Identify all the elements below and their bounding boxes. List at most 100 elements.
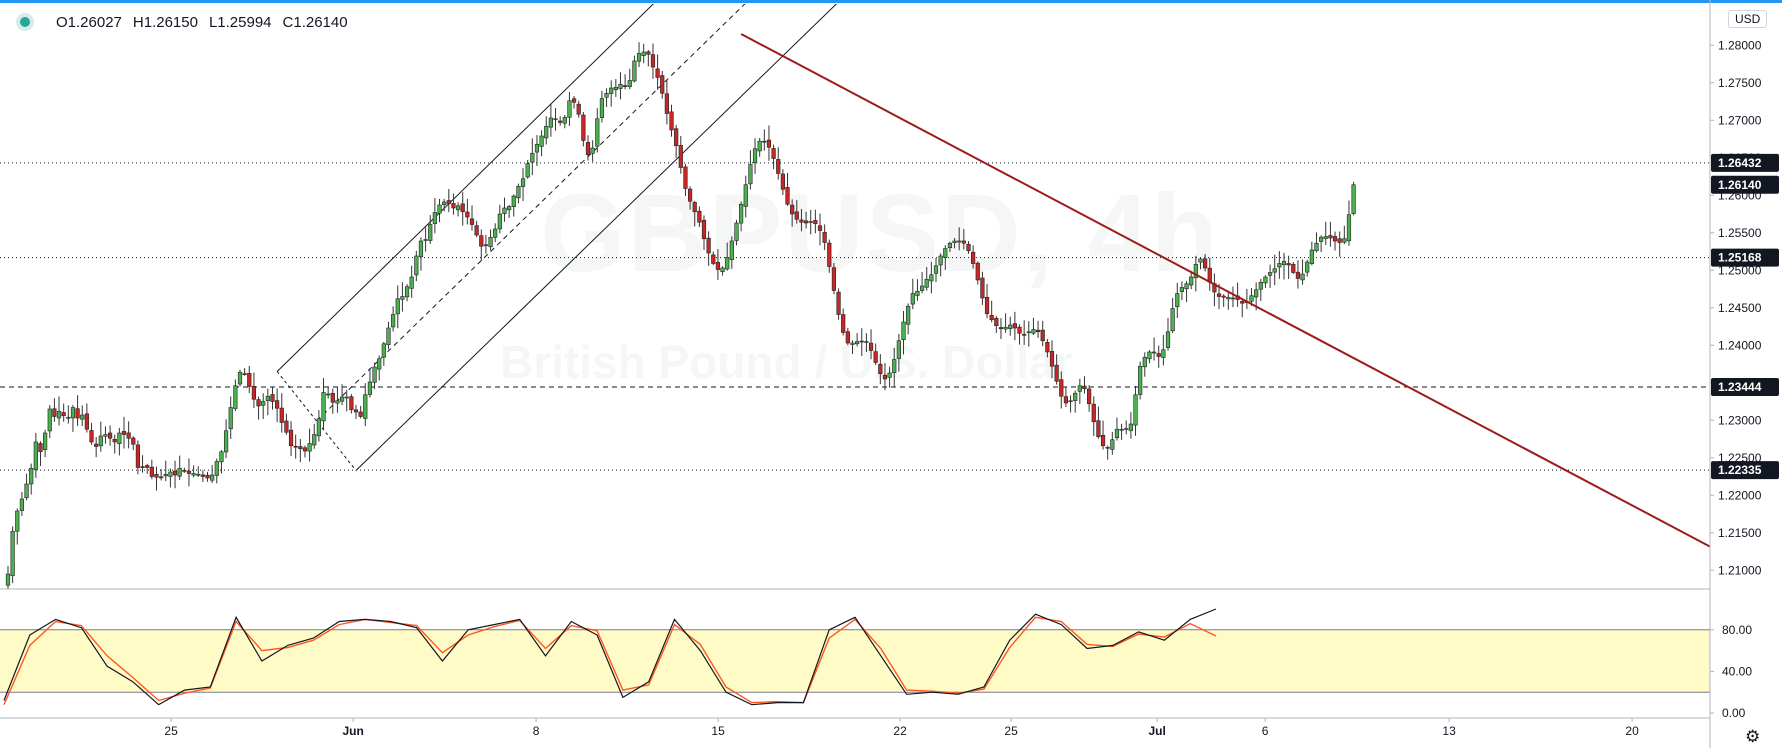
candle-body bbox=[270, 394, 275, 402]
candle bbox=[571, 96, 577, 109]
candle bbox=[270, 387, 275, 410]
candle-body bbox=[112, 439, 117, 443]
candle bbox=[813, 209, 818, 234]
time-tick-label: 22 bbox=[893, 724, 907, 738]
candle bbox=[618, 72, 623, 100]
candle-body bbox=[1189, 276, 1194, 286]
candle-body bbox=[808, 221, 813, 223]
candle bbox=[706, 231, 711, 266]
candle bbox=[372, 362, 377, 390]
candle bbox=[725, 242, 730, 271]
candle bbox=[33, 432, 38, 478]
candle bbox=[43, 429, 48, 458]
candle bbox=[107, 425, 113, 446]
candle bbox=[1156, 345, 1161, 368]
candle bbox=[771, 144, 776, 170]
candle bbox=[140, 455, 145, 473]
candle bbox=[1198, 257, 1203, 270]
candle bbox=[817, 213, 823, 246]
candle bbox=[966, 241, 971, 254]
candle bbox=[242, 368, 247, 376]
candle bbox=[544, 116, 549, 145]
candle bbox=[1175, 282, 1180, 319]
candle-body bbox=[971, 251, 976, 264]
candle-body bbox=[75, 408, 80, 419]
top-accent-bar bbox=[0, 0, 1782, 3]
candle-body bbox=[140, 466, 145, 468]
candle-body bbox=[56, 410, 62, 419]
candle-body bbox=[859, 340, 864, 343]
candle bbox=[349, 394, 354, 414]
candle-body bbox=[288, 429, 294, 447]
candle-body bbox=[595, 118, 600, 147]
time-tick-label: 13 bbox=[1442, 724, 1456, 738]
candle-body bbox=[386, 327, 391, 346]
candle bbox=[172, 460, 178, 489]
candle-body bbox=[455, 205, 461, 211]
candle-body bbox=[251, 386, 257, 400]
candle-body bbox=[275, 400, 280, 409]
candle bbox=[609, 80, 614, 107]
candle-body bbox=[1221, 295, 1226, 298]
candle bbox=[678, 135, 683, 174]
candle bbox=[762, 129, 767, 151]
candle-body bbox=[975, 262, 980, 281]
candle-body bbox=[1346, 214, 1352, 242]
candle bbox=[520, 168, 526, 202]
candle bbox=[1119, 423, 1124, 440]
stochastic-tick-label: 0.00 bbox=[1722, 706, 1746, 720]
candle-body bbox=[233, 385, 238, 409]
candle-body bbox=[794, 211, 799, 220]
candle bbox=[1059, 371, 1064, 409]
candle-body bbox=[1054, 364, 1059, 382]
candle-body bbox=[548, 117, 553, 128]
candle-body bbox=[428, 224, 433, 241]
candle bbox=[363, 383, 368, 427]
candle-body bbox=[1151, 351, 1157, 354]
candle bbox=[1235, 282, 1240, 307]
candle-body bbox=[33, 441, 38, 471]
candle bbox=[720, 266, 725, 276]
candle-body bbox=[1035, 329, 1041, 333]
price-label: 1.22335 bbox=[1718, 463, 1762, 477]
candle bbox=[400, 282, 405, 312]
candle bbox=[409, 265, 414, 298]
candle-body bbox=[395, 298, 400, 315]
candle bbox=[321, 378, 326, 430]
candle-body bbox=[497, 213, 502, 230]
candle bbox=[507, 204, 512, 218]
candle-body bbox=[1319, 236, 1324, 242]
candle bbox=[121, 416, 127, 449]
candle bbox=[715, 249, 721, 280]
candle-body bbox=[701, 219, 707, 240]
candle bbox=[1031, 317, 1036, 336]
price-tick-label: 1.27000 bbox=[1718, 113, 1762, 127]
candle bbox=[66, 405, 71, 424]
candle bbox=[599, 90, 605, 123]
candle-body bbox=[1026, 331, 1031, 334]
candle-body bbox=[131, 437, 136, 445]
candle-body bbox=[892, 359, 897, 373]
candle-body bbox=[776, 159, 781, 174]
candle-body bbox=[534, 143, 540, 153]
candle-body bbox=[414, 255, 419, 276]
candle bbox=[1295, 260, 1301, 289]
candle-body bbox=[906, 305, 911, 325]
candle-body bbox=[1249, 295, 1254, 302]
candle bbox=[539, 130, 544, 157]
candle bbox=[994, 315, 999, 333]
candle bbox=[117, 427, 122, 456]
candle bbox=[353, 404, 359, 419]
candle-body bbox=[247, 372, 252, 387]
candle-body bbox=[1263, 276, 1268, 284]
time-tick-label: 20 bbox=[1625, 724, 1639, 738]
candle-body bbox=[298, 446, 303, 450]
currency-button[interactable]: USD bbox=[1728, 10, 1768, 28]
candle bbox=[391, 306, 396, 332]
gear-icon[interactable]: ⚙ bbox=[1745, 727, 1761, 746]
downtrend-line[interactable] bbox=[740, 33, 1782, 645]
candle bbox=[1221, 294, 1226, 307]
price-tick-label: 1.28000 bbox=[1718, 38, 1762, 52]
candle bbox=[971, 245, 976, 269]
